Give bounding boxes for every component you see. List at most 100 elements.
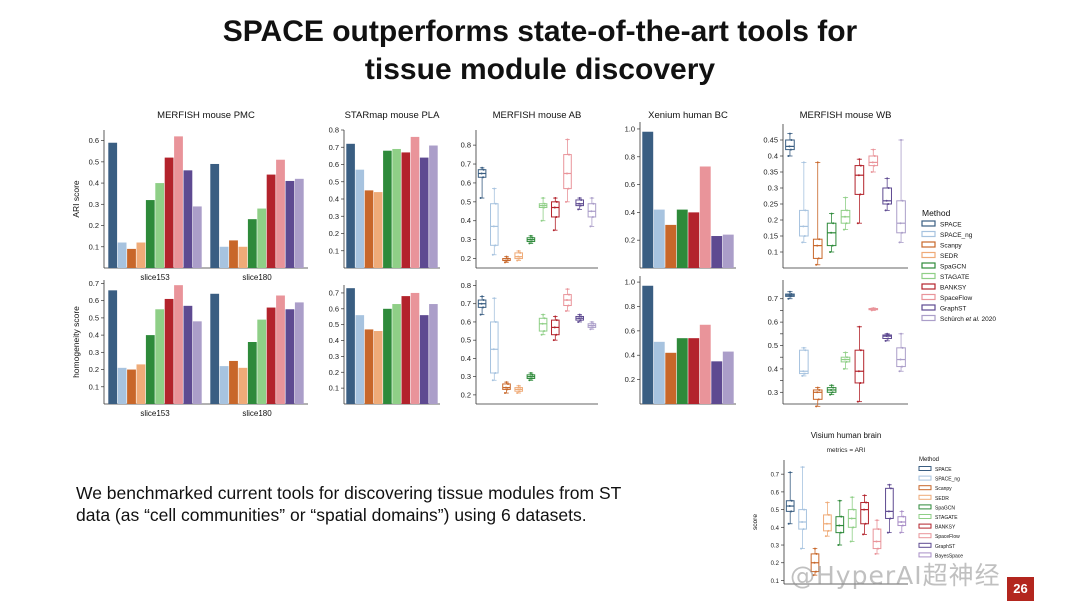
point-spagcn [530,377,533,380]
y-tick-label: 0.6 [625,180,635,189]
legend-label-space: SPACE [940,222,962,229]
y-tick-label: 0.6 [625,326,635,335]
point-banksy [863,494,866,497]
y-tick-label: 0.5 [768,341,778,350]
bar-space [642,131,654,268]
point-sch-rch-et-al-2020 [900,139,903,141]
point-banksy [553,206,556,209]
point-graphst [578,197,581,200]
point-spagcn [528,379,531,382]
point-space [479,197,482,200]
method-legend: Method SPACE SPACE_ng Scanpy SEDR SpaGCN STAGA… [921,208,996,323]
point-sch-rch-et-al-2020 [589,225,592,228]
point-spaceflow [877,547,879,550]
legend-swatch-schurch [921,314,936,322]
bar-space-ng [355,169,365,268]
y-tick-label: 0.7 [771,473,780,479]
bar-scanpy-slice180 [229,360,238,404]
point-spagcn [529,375,532,378]
point-spaceflow [872,307,875,310]
y-axis-label: homogeneity score [71,306,81,378]
bar-chart-bc_hom: 0.2 0.4 0.6 0.8 1.0 [625,276,736,405]
point-space-ng [802,161,805,164]
box-scanpy [812,238,823,259]
y-tick-label: 0.8 [329,126,339,135]
point-sedr [517,388,520,391]
point-space-ng [802,528,805,531]
legend-title: Method [922,208,951,218]
y-tick-label: 1.0 [625,124,635,133]
point-stagate [843,228,845,231]
point-spagcn [830,384,833,387]
box-plot-ab_ari: 0.2 0.3 0.4 0.5 0.6 0.7 0.8 MERFISH mouse AB [461,110,598,269]
y-tick-label: 0.8 [625,152,635,161]
point-space [789,295,792,298]
point-space [789,471,792,474]
point-spaceflow [871,161,874,164]
point-sch-rch-et-al-2020 [591,215,594,218]
box-space-ng [799,349,809,375]
point-sch-rch-et-al-2020 [590,324,593,327]
point-sedr [826,501,829,504]
y-tick-label: 0.6 [89,296,99,305]
box-graphst [882,187,892,205]
point-graphst [886,177,889,180]
point-banksy [555,319,558,322]
bar-space-ng [355,315,365,404]
point-stagate [543,330,546,333]
point-sch-rch-et-al-2020 [590,197,593,200]
y-tick-label: 0.6 [329,304,339,313]
point-spaceflow [877,528,880,531]
point-banksy [865,501,868,504]
point-banksy [856,222,859,225]
bar-sch-rch-et-al-2020 [722,234,734,268]
point-scanpy [815,570,817,573]
bar-graphst [419,315,429,404]
point-graphst [577,320,580,323]
point-space [482,306,485,309]
point-scanpy [507,257,509,260]
point-sch-rch-et-al-2020 [901,365,904,368]
point-spaceflow [567,187,570,190]
legend-swatch-spagcn [921,262,936,269]
legend-swatch-scanpy [921,241,936,248]
bar-graphst-slice180 [285,180,295,268]
point-graphst [889,487,892,490]
bar-sch-rch-et-al-2020-slice153 [192,206,202,268]
box-sch-rch-et-al-2020 [587,203,597,218]
y-tick-label: 0.2 [89,365,99,374]
y-tick-label: 0.7 [329,143,339,152]
point-spagcn [530,240,533,243]
point-sedr [519,251,522,254]
bar-space [346,143,355,268]
visium-legend-swatch-space-ng [918,475,932,481]
point-scanpy [505,259,507,262]
point-sedr [516,259,519,262]
y-tick-label: 0.5 [89,157,99,166]
point-scanpy [816,386,819,389]
bar-banksy [688,212,700,268]
point-space-ng [491,379,494,382]
point-graphst [887,333,890,336]
point-scanpy [816,244,819,247]
point-sch-rch-et-al-2020 [589,328,592,331]
y-tick-label: 0.2 [768,216,778,225]
y-tick-label: 0.5 [329,320,339,329]
point-sedr [824,535,827,538]
legend-label-schurch-prefix: Schürch [940,316,966,323]
y-tick-label: 0.15 [763,232,778,241]
bar-scanpy [665,224,677,268]
visium-legend-swatch-space [918,466,932,471]
y-tick-label: 0.1 [771,579,780,585]
point-spagcn [840,515,843,518]
point-stagate [542,197,545,200]
point-space [789,148,792,151]
point-spagcn [831,244,834,247]
point-sch-rch-et-al-2020 [899,222,902,225]
visium-legend-label-space-ng: SPACE_ng [935,477,960,483]
body-line-1: We benchmarked current tools for discove… [76,483,622,503]
bar-spaceflow-slice153 [174,285,183,404]
y-tick-label: 0.3 [329,212,339,221]
page-number-badge: 26 [1007,577,1034,601]
